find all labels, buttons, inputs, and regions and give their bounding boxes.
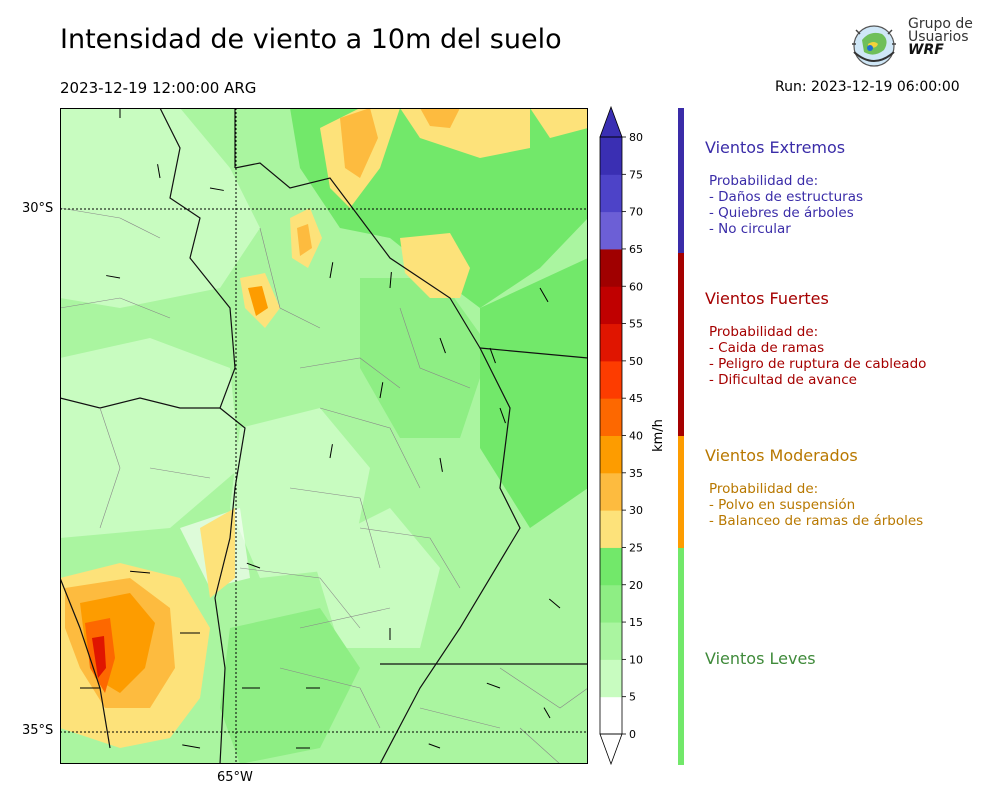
- colorbar-band: [600, 137, 622, 175]
- colorbar-tick-label: 75: [629, 168, 643, 181]
- wrf-globe-icon: [852, 25, 896, 67]
- category-line: Probabilidad de:: [709, 481, 819, 497]
- wind-speed-field: [60, 108, 588, 764]
- colorbar-band: [600, 696, 622, 735]
- colorbar-band: [600, 510, 622, 548]
- colorbar-band: [600, 174, 622, 213]
- category-title: Vientos Fuertes: [705, 289, 829, 308]
- colorbar-tick-label: 80: [629, 131, 643, 144]
- legend-bar-leves: [678, 548, 684, 765]
- category-line: - Daños de estructuras: [709, 189, 864, 205]
- colorbar-tick-label: 45: [629, 392, 643, 405]
- legend-bar-fuertes: [678, 253, 684, 436]
- colorbar-band: [600, 360, 622, 399]
- colorbar-tick-label: 60: [629, 280, 643, 293]
- colorbar-band: [600, 398, 622, 436]
- legend-bar-moderados: [678, 436, 684, 548]
- category-line: - Balanceo de ramas de árboles: [709, 513, 924, 529]
- category-line: Probabilidad de:: [709, 173, 819, 189]
- wind-vectors: [80, 108, 561, 749]
- graticule: [60, 108, 588, 764]
- category-line: - No circular: [709, 221, 791, 237]
- colorbar-tick-label: 40: [629, 430, 643, 443]
- colorbar-band: [600, 211, 622, 250]
- colorbar-tick-label: 35: [629, 467, 643, 480]
- colorbar-band: [600, 659, 622, 698]
- department-boundaries: [60, 207, 588, 764]
- wrf-logo: Grupo de Usuarios WRF: [848, 16, 978, 74]
- category-line: - Dificultad de avance: [709, 372, 857, 388]
- colorbar-band: [600, 584, 622, 623]
- colorbar-tick-label: 15: [629, 616, 643, 629]
- lon-label-65w: 65°W: [217, 770, 253, 785]
- colorbar-tick-label: 55: [629, 318, 643, 331]
- category-line: - Quiebres de árboles: [709, 205, 854, 221]
- category-title: Vientos Leves: [705, 649, 816, 668]
- colorbar-tick-label: 10: [629, 653, 643, 666]
- logo-line-3: WRF: [908, 42, 944, 58]
- category-title: Vientos Extremos: [705, 138, 846, 157]
- colorbar-tick-label: 0: [629, 728, 636, 741]
- category-fuertes: Vientos Fuertes Probabilidad de: - Caida…: [705, 289, 926, 388]
- colorbar-tick-label: 5: [629, 691, 636, 704]
- colorbar-tick-label: 50: [629, 355, 643, 368]
- category-moderados: Vientos Moderados Probabilidad de: - Pol…: [705, 446, 923, 529]
- category-line: - Peligro de ruptura de cableado: [709, 356, 927, 372]
- colorbar-tick-label: 20: [629, 579, 643, 592]
- colorbar-tick-label: 30: [629, 504, 643, 517]
- map-title: Intensidad de viento a 10m del suelo: [60, 24, 562, 55]
- category-line: - Polvo en suspensión: [709, 497, 856, 513]
- colorbar: 0 5 10 15 20 25 30 35 40 45 50 55 60 65 70 75 80 km/h: [596, 100, 676, 780]
- colorbar-band: [600, 547, 622, 586]
- logo-line-2: Usuarios: [908, 29, 969, 45]
- colorbar-band: [600, 248, 622, 287]
- colorbar-band: [600, 286, 622, 325]
- colorbar-band: [600, 323, 622, 362]
- colorbar-band: [600, 435, 622, 474]
- colorbar-unit-label: km/h: [651, 419, 666, 452]
- colorbar-min-arrow: [599, 733, 623, 766]
- colorbar-svg: 0 5 10 15 20 25 30 35 40 45 50 55 60 65 70 75 80 km/h: [599, 105, 666, 766]
- colorbar-tick-label: 65: [629, 243, 643, 256]
- colorbar-tick-label: 25: [629, 541, 643, 554]
- colorbar-band: [600, 622, 622, 660]
- run-time: Run: 2023-12-19 06:00:00: [775, 79, 960, 95]
- category-title: Vientos Moderados: [705, 446, 858, 465]
- wind-map: [60, 108, 588, 764]
- logo-line-1: Grupo de: [908, 16, 973, 32]
- colorbar-band: [600, 472, 622, 511]
- lat-label-30s: 30°S: [22, 201, 54, 216]
- colorbar-tick-label: 70: [629, 206, 643, 219]
- category-extremos: Vientos Extremos Probabilidad de: - Daño…: [705, 138, 863, 237]
- province-boundaries: [60, 108, 588, 764]
- category-line: Probabilidad de:: [709, 324, 819, 340]
- valid-time: 2023-12-19 12:00:00 ARG: [60, 79, 257, 97]
- colorbar-max-arrow: [599, 105, 623, 138]
- legend-bar-extremos: [678, 108, 684, 253]
- category-leves: Vientos Leves: [705, 649, 816, 668]
- lat-label-35s: 35°S: [22, 723, 54, 738]
- category-line: - Caida de ramas: [709, 340, 825, 356]
